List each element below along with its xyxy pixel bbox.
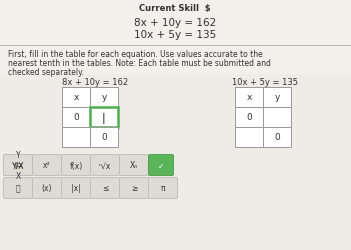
Text: (x): (x) bbox=[42, 184, 52, 193]
FancyBboxPatch shape bbox=[119, 178, 148, 199]
FancyBboxPatch shape bbox=[148, 178, 178, 199]
Text: Y/X: Y/X bbox=[12, 162, 24, 168]
FancyBboxPatch shape bbox=[4, 178, 33, 199]
Text: y: y bbox=[101, 93, 107, 102]
Text: First, fill in the table for each equation. Use values accurate to the: First, fill in the table for each equati… bbox=[8, 50, 263, 59]
FancyBboxPatch shape bbox=[90, 108, 118, 128]
FancyBboxPatch shape bbox=[61, 178, 91, 199]
Text: Y
─
X: Y ─ X bbox=[15, 150, 21, 180]
FancyBboxPatch shape bbox=[263, 128, 291, 148]
FancyBboxPatch shape bbox=[235, 108, 263, 128]
FancyBboxPatch shape bbox=[90, 128, 118, 148]
FancyBboxPatch shape bbox=[0, 0, 351, 75]
FancyBboxPatch shape bbox=[33, 178, 61, 199]
Text: y: y bbox=[274, 93, 280, 102]
Text: π: π bbox=[161, 184, 165, 193]
Text: |x|: |x| bbox=[71, 184, 81, 193]
Text: ≤: ≤ bbox=[102, 184, 108, 193]
Text: 8x + 10y = 162: 8x + 10y = 162 bbox=[62, 78, 128, 87]
Text: Current Skill  $: Current Skill $ bbox=[139, 4, 211, 13]
FancyBboxPatch shape bbox=[263, 108, 291, 128]
FancyBboxPatch shape bbox=[91, 155, 119, 176]
Text: 8x + 10y = 162: 8x + 10y = 162 bbox=[134, 18, 216, 28]
FancyBboxPatch shape bbox=[62, 128, 90, 148]
Text: Y/X: Y/X bbox=[12, 161, 24, 170]
FancyBboxPatch shape bbox=[90, 88, 118, 108]
FancyBboxPatch shape bbox=[235, 88, 263, 108]
FancyBboxPatch shape bbox=[4, 155, 33, 176]
Text: x: x bbox=[73, 93, 79, 102]
Text: 10x + 5y = 135: 10x + 5y = 135 bbox=[232, 78, 298, 87]
FancyBboxPatch shape bbox=[33, 155, 61, 176]
FancyBboxPatch shape bbox=[62, 108, 90, 128]
Text: x²: x² bbox=[43, 161, 51, 170]
Text: 0: 0 bbox=[101, 133, 107, 142]
FancyBboxPatch shape bbox=[263, 88, 291, 108]
Text: 0: 0 bbox=[246, 113, 252, 122]
Text: ✓: ✓ bbox=[158, 161, 164, 170]
Text: ⁿ√x: ⁿ√x bbox=[99, 161, 111, 170]
FancyBboxPatch shape bbox=[119, 155, 148, 176]
Text: 10x + 5y = 135: 10x + 5y = 135 bbox=[134, 30, 216, 40]
FancyBboxPatch shape bbox=[148, 155, 173, 176]
Text: checked separately.: checked separately. bbox=[8, 68, 84, 77]
FancyBboxPatch shape bbox=[235, 128, 263, 148]
FancyBboxPatch shape bbox=[91, 178, 119, 199]
Text: ≥: ≥ bbox=[131, 184, 137, 193]
Text: f(x): f(x) bbox=[69, 161, 82, 170]
FancyBboxPatch shape bbox=[61, 155, 91, 176]
FancyBboxPatch shape bbox=[4, 155, 33, 176]
Text: |: | bbox=[102, 112, 106, 123]
Text: 0: 0 bbox=[274, 133, 280, 142]
FancyBboxPatch shape bbox=[62, 88, 90, 108]
Text: x: x bbox=[246, 93, 252, 102]
Text: nearest tenth in the tables. Note: Each table must be submitted and: nearest tenth in the tables. Note: Each … bbox=[8, 59, 271, 68]
Text: 0: 0 bbox=[73, 113, 79, 122]
Text: 🗑: 🗑 bbox=[16, 184, 20, 193]
Text: Xₙ: Xₙ bbox=[130, 161, 138, 170]
